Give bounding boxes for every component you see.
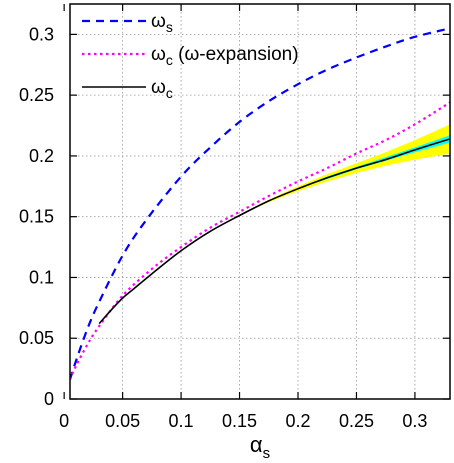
legend-label: ωs xyxy=(151,11,173,35)
x-tick-label: 0.2 xyxy=(285,411,310,431)
x-axis-label-sub: s xyxy=(263,445,271,462)
plot-frame xyxy=(69,3,451,400)
legend-entry: ωc (ω-expansion) xyxy=(82,44,299,68)
legend-entry: ωs xyxy=(82,11,173,35)
x-axis-label: αs xyxy=(250,432,270,462)
band-outer xyxy=(239,124,450,216)
y-tick-label: 0.2 xyxy=(29,146,54,166)
series-line-1 xyxy=(70,101,450,380)
y-tick-label: 0.05 xyxy=(19,328,54,348)
x-tick-label: 0.05 xyxy=(105,411,140,431)
legend-label-main: ω xyxy=(151,77,166,98)
legend-entry: ωc xyxy=(82,77,173,101)
y-tick-label: 0.15 xyxy=(19,207,54,227)
series-line-0 xyxy=(70,27,450,380)
series-line-2 xyxy=(98,138,450,325)
legend-label-sub: c xyxy=(166,52,173,68)
legend-label-sub: s xyxy=(166,19,173,35)
axis-ticks: 0 0.05 0.1 0.15 0.2 0.25 0.3 0 0.05 0.1 0.15 0.2 0.2… xyxy=(19,4,450,431)
legend-label: ωc (ω-expansion) xyxy=(151,44,299,68)
y-tick-label: 0.1 xyxy=(29,267,54,287)
x-tick-label: 0.25 xyxy=(339,411,374,431)
legend-label-main: ω xyxy=(151,11,166,32)
legend-label-suffix: (ω-expansion) xyxy=(173,44,299,65)
uncertainty-bands xyxy=(239,124,450,216)
x-axis-label-main: α xyxy=(250,432,263,457)
series-lines xyxy=(70,27,450,380)
x-tick-label: 0 xyxy=(59,411,69,431)
x-tick-label: 0.3 xyxy=(402,411,427,431)
y-tick-label: 0.25 xyxy=(19,85,54,105)
y-tick-label: 0 xyxy=(44,389,54,409)
x-tick-label: 0.15 xyxy=(222,411,257,431)
y-tick-label: 0.3 xyxy=(29,24,54,44)
legend-label: ωc xyxy=(151,77,173,101)
legend-label-main: ω xyxy=(151,44,166,65)
legend-label-sub: c xyxy=(166,85,173,101)
x-tick-label: 0.1 xyxy=(169,411,194,431)
